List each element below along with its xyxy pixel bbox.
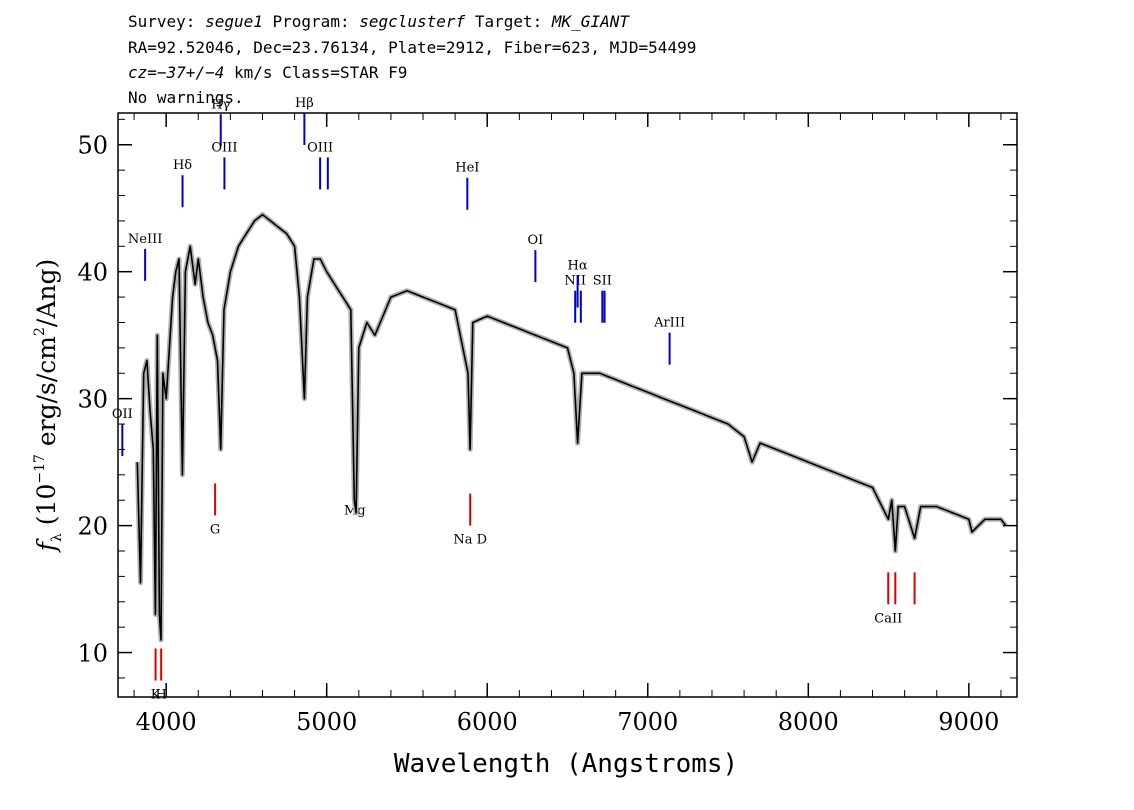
absorption-line-label: H [156, 687, 167, 702]
y-tick-label: 50 [77, 132, 108, 160]
header-line-1: Survey: segue1 Program: segclusterf Targ… [128, 12, 629, 31]
survey-value: segue1 [205, 12, 263, 31]
emission-line-label: OII [112, 407, 133, 422]
y-tick-label: 10 [77, 640, 108, 668]
x-tick-label: 8000 [778, 708, 839, 736]
header-line-2: RA=92.52046, Dec=23.76134, Plate=2912, F… [128, 38, 697, 57]
cz-label: cz= [128, 63, 157, 82]
x-tick-label: 9000 [938, 708, 999, 736]
emission-line-label: OIII [307, 140, 333, 155]
survey-label: Survey: [128, 12, 196, 31]
y-tick-label: 40 [77, 259, 108, 287]
x-tick-label: 7000 [617, 708, 678, 736]
absorption-line-label: G [210, 522, 220, 537]
emission-line-label: ArIII [653, 316, 685, 331]
header-line-3: cz=−37+/−4 km/s Class=STAR F9 [128, 63, 407, 82]
absorption-line-label: K [151, 687, 161, 702]
header-line-4: No warnings. [128, 88, 244, 107]
x-tick-label: 6000 [457, 708, 518, 736]
target-label: Target: [474, 12, 543, 31]
emission-line-label: NeIII [128, 232, 162, 247]
emission-line-label: HeI [455, 161, 479, 176]
y-axis-label: fλ (10−17 erg/s/cm2/Ang) [32, 259, 65, 554]
class-text: km/s Class=STAR F9 [224, 63, 408, 82]
y-tick-label: 20 [77, 513, 108, 541]
program-value: segclusterf [359, 12, 466, 31]
x-axis-label: Wavelength (Angstroms) [394, 749, 738, 779]
x-tick-label: 5000 [296, 708, 357, 736]
plot-frame [117, 112, 1018, 698]
emission-line-label: Hδ [173, 158, 192, 173]
target-value: MK_GIANT [551, 12, 629, 31]
emission-line-label: Hα [568, 259, 588, 274]
emission-line-label: Hγ [211, 97, 230, 112]
emission-line-label: OI [527, 233, 543, 248]
spectrum-line [136, 213, 1007, 641]
program-label: Program: [272, 12, 350, 31]
emission-line-label: Hβ [295, 96, 314, 111]
emission-line-label: OIII [211, 140, 237, 155]
absorption-line-label: Na D [453, 533, 487, 548]
y-tick-label: 30 [77, 386, 108, 414]
x-tick-label: 4000 [136, 708, 197, 736]
emission-line-label: NII [564, 274, 586, 289]
absorption-line-label: CaII [874, 611, 902, 626]
cz-value: −37+/−4 [156, 63, 225, 82]
emission-line-label: SII [593, 274, 612, 289]
